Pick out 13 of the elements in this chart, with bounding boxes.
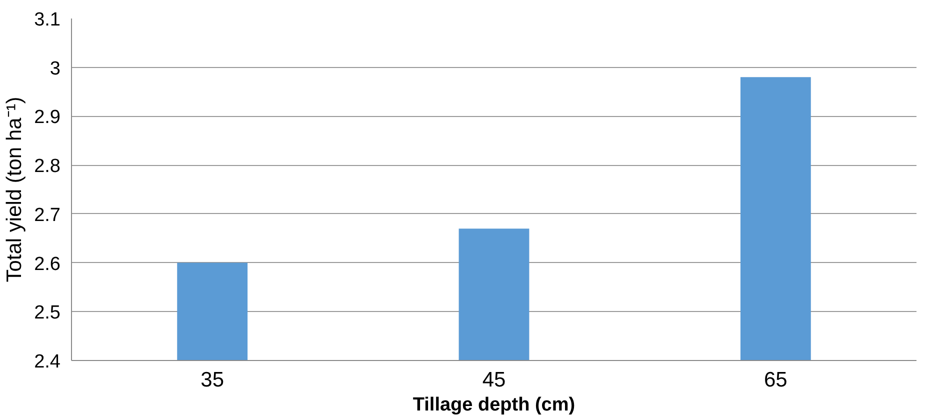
y-tick-label: 2.5 (34, 302, 61, 324)
x-tick-label: 65 (764, 368, 788, 392)
x-tick-label: 45 (482, 368, 506, 392)
y-tick-label: 3.1 (34, 10, 61, 30)
y-tick-label: 2.6 (34, 254, 61, 275)
y-tick-label: 2.9 (34, 107, 61, 128)
y-tick-label: 2.4 (34, 352, 61, 372)
y-tick-label: 3 (50, 58, 61, 80)
y-tick-label: 2.7 (34, 204, 61, 226)
y-axis-title: Total yield (ton ha⁻¹) (3, 96, 26, 282)
y-tick-label: 2.8 (34, 156, 61, 178)
x-tick-label: 35 (200, 368, 224, 392)
x-axis-title: Tillage depth (cm) (412, 394, 576, 416)
